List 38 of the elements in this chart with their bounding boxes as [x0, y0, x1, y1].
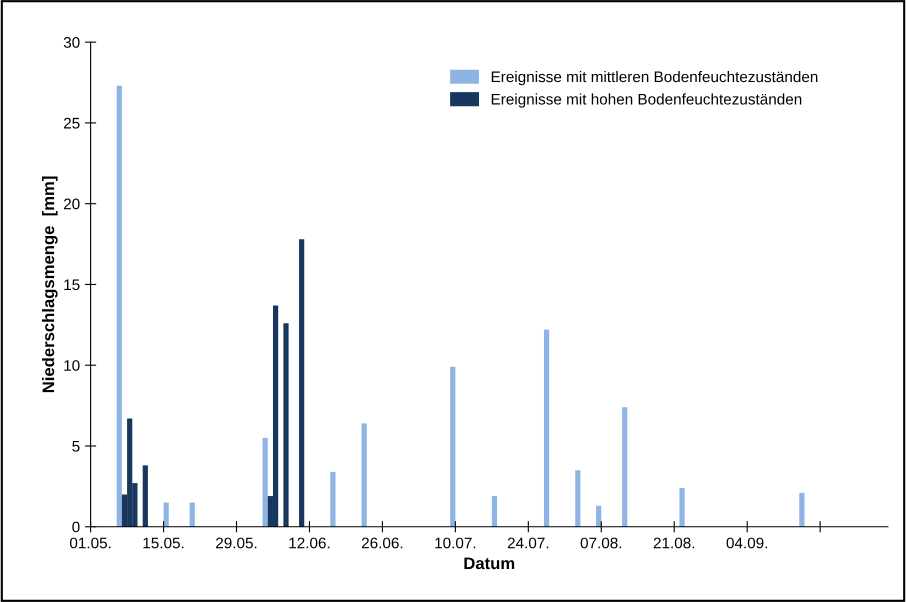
y-tick-label: 25: [64, 118, 80, 129]
x-tick-label: 04.09.: [726, 538, 768, 548]
bar: [362, 423, 367, 527]
bar: [679, 488, 685, 527]
y-tick-label: 20: [64, 198, 80, 210]
y-tick-label: 15: [64, 279, 80, 290]
bar: [544, 330, 550, 527]
bar: [164, 502, 169, 527]
bar: [622, 407, 628, 527]
x-tick-label: 12.06.: [289, 538, 330, 548]
bar: [575, 470, 580, 527]
x-tick-label: 24.07.: [508, 538, 548, 548]
x-tick-label: 01.05.: [70, 538, 110, 548]
y-tick-label: 0: [72, 522, 80, 532]
y-tick-label: 5: [72, 441, 80, 452]
y-tick-label: 10: [64, 360, 80, 371]
x-tick-label: 26.06.: [362, 538, 402, 548]
x-tick-label: 07.08.: [580, 538, 622, 548]
y-tick-label: 30: [64, 37, 80, 48]
bar: [116, 86, 122, 527]
bar: [142, 465, 148, 527]
x-tick-label: 29.05.: [216, 538, 256, 548]
legend-label: Ereignisse mit hohen Bodenfeuchtezuständen: [492, 93, 802, 108]
bar: [799, 492, 805, 527]
x-tick-label: 10.07.: [435, 538, 476, 548]
bar: [492, 496, 498, 527]
bar: [330, 472, 336, 527]
y-axis-title: Niederschlagsmenge [mm]: [42, 176, 58, 392]
bar: [299, 239, 304, 527]
bar: [283, 323, 289, 527]
x-axis-title: Datum: [464, 558, 514, 570]
bar: [190, 502, 195, 527]
legend-label: Ereignisse mit mittleren Bodenfeuchtezuständen: [492, 70, 818, 86]
bar: [262, 438, 268, 527]
bar: [450, 366, 456, 527]
x-tick-label: 21.08.: [654, 538, 694, 548]
x-tick-label: 15.05.: [143, 538, 184, 548]
bar: [596, 506, 602, 527]
